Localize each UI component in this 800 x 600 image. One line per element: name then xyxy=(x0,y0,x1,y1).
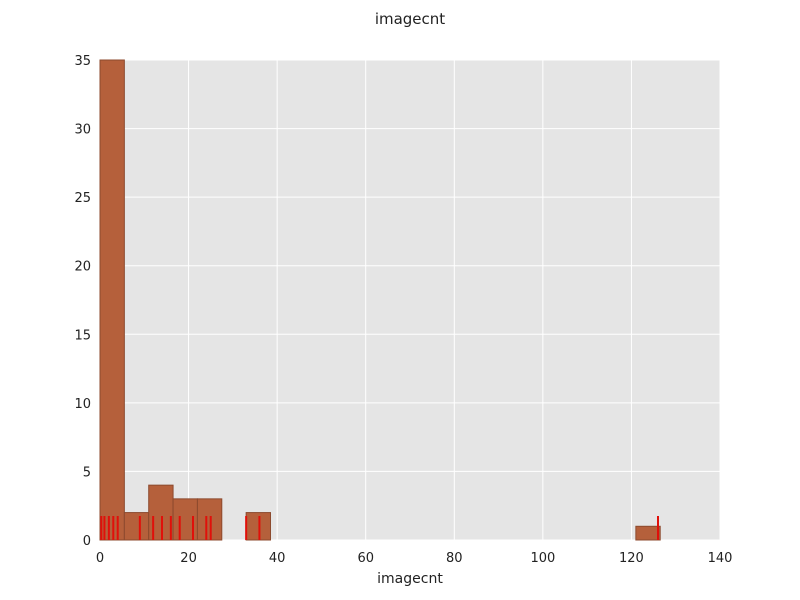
histogram-bar xyxy=(245,512,271,541)
y-tick-label: 15 xyxy=(74,328,91,343)
y-tick-labels: 0 5 10 15 20 25 30 35 xyxy=(74,54,91,549)
histogram-bars xyxy=(99,59,661,541)
x-tick-label: 100 xyxy=(530,551,555,566)
x-tick-label: 140 xyxy=(708,551,733,566)
x-axis-label: imagecnt xyxy=(377,571,443,587)
y-tick-label: 0 xyxy=(83,534,91,549)
chart-title: imagecnt xyxy=(375,10,445,28)
y-tick-label: 30 xyxy=(74,123,91,138)
x-tick-labels: 0 20 40 60 80 100 120 140 xyxy=(96,551,733,566)
y-tick-label: 20 xyxy=(74,260,91,275)
x-tick-label: 60 xyxy=(357,551,374,566)
x-tick-label: 80 xyxy=(446,551,463,566)
y-tick-label: 25 xyxy=(74,191,91,206)
histogram-bar xyxy=(196,498,223,541)
x-tick-label: 0 xyxy=(96,551,104,566)
y-tick-label: 10 xyxy=(74,397,91,412)
x-tick-label: 120 xyxy=(619,551,644,566)
plot-background xyxy=(100,60,720,540)
histogram-bar xyxy=(99,59,125,541)
histogram-bar xyxy=(635,525,661,541)
y-tick-label: 5 xyxy=(83,465,91,480)
histogram-bar xyxy=(123,512,150,541)
y-tick-label: 35 xyxy=(74,54,91,69)
x-tick-label: 40 xyxy=(269,551,286,566)
rug-marks xyxy=(100,516,659,540)
grid-lines xyxy=(99,59,721,541)
x-tick-label: 20 xyxy=(180,551,197,566)
